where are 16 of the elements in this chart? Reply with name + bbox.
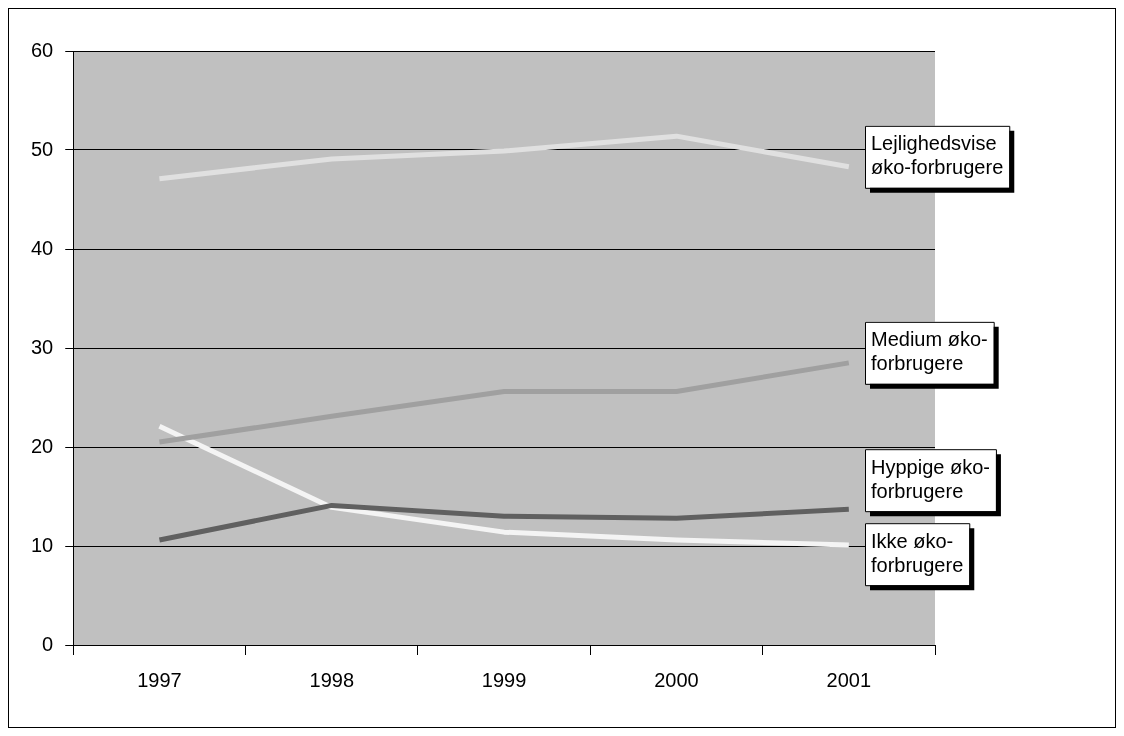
series-label: Hyppige øko-forbrugere [871, 455, 990, 502]
y-tick-label: 50 [31, 137, 54, 160]
y-tick-label: 0 [42, 632, 54, 655]
y-tick-label: 40 [31, 236, 54, 259]
series-label: Lejlighedsvise øko-forbrugere [871, 132, 1004, 179]
series-label: Medium øko-forbrugere [871, 328, 988, 375]
x-tick-label: 2001 [826, 668, 872, 691]
series-label: Ikke øko-forbrugere [871, 529, 964, 576]
y-tick-label: 60 [31, 38, 54, 61]
x-tick-label: 1998 [309, 668, 355, 691]
x-tick-label: 1997 [137, 668, 182, 691]
x-tick-label: 1999 [481, 668, 527, 691]
y-tick-label: 30 [31, 335, 54, 358]
x-tick-label: 2000 [654, 668, 699, 691]
y-tick-label: 20 [31, 434, 54, 457]
y-tick-label: 10 [31, 533, 54, 556]
